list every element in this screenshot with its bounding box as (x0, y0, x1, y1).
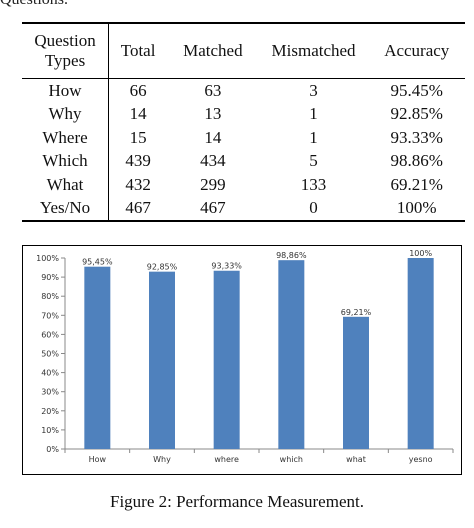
accuracy-bar-chart: 0% 10% 20% 30% 40% 50% 60% 70% 80% 90% 100% 95,45% H… (22, 245, 462, 475)
bar-data-label: 93,33% (211, 262, 242, 271)
cell-matched: 467 (200, 198, 226, 218)
cell-total: 439 (125, 151, 151, 171)
y-tick-label: 20% (41, 407, 59, 416)
cell-matched: 13 (204, 104, 222, 124)
table-row: Why 14 13 1 92.85% (22, 102, 465, 126)
cell-type: Yes/No (22, 196, 110, 221)
cell-type: Which (22, 149, 110, 173)
cell-accuracy: 100% (396, 198, 437, 218)
y-tick-label: 40% (41, 369, 59, 378)
cell-accuracy: 95.45% (390, 80, 443, 100)
cell-type: What (22, 173, 110, 197)
cell-type: How (22, 78, 110, 103)
bar-data-label: 92,85% (147, 263, 178, 272)
y-tick-label: 50% (41, 350, 59, 359)
table-row: What 432 299 133 69.21% (22, 173, 465, 197)
y-tick-label: 10% (41, 426, 59, 435)
y-tick-label: 30% (41, 388, 59, 397)
header-mismatched: Mismatched (271, 41, 356, 60)
y-tick-label: 60% (41, 330, 59, 339)
cell-type: Why (22, 102, 110, 126)
table-row: Which 439 434 5 98.86% (22, 149, 465, 173)
cell-total: 432 (125, 174, 151, 194)
cell-mismatched: 3 (309, 80, 318, 100)
cell-mismatched: 1 (309, 104, 318, 124)
y-tick-label: 80% (41, 292, 59, 301)
table-header-row: Question Types Total Matched Mismatched … (22, 23, 465, 79)
header-types-line: Types (44, 51, 86, 70)
y-tick-label: 70% (41, 311, 59, 320)
bar (343, 316, 369, 449)
y-tick-label: 0% (46, 445, 59, 454)
x-tick-label: what (346, 455, 366, 464)
cell-accuracy: 98.86% (390, 151, 443, 171)
cell-matched: 63 (204, 80, 222, 100)
y-tick-label: 90% (41, 273, 59, 282)
cell-accuracy: 93.33% (390, 127, 443, 147)
x-tick-label: How (89, 455, 107, 464)
bar-data-label: 69,21% (341, 308, 372, 317)
x-tick-label: where (214, 455, 239, 464)
header-accuracy: Accuracy (384, 41, 450, 60)
x-tick-label: which (280, 455, 303, 464)
header-total: Total (120, 41, 156, 60)
header-matched: Matched (183, 41, 243, 60)
cell-matched: 299 (200, 174, 226, 194)
bar-data-label: 95,45% (82, 258, 113, 267)
cell-mismatched: 1 (309, 127, 318, 147)
cell-matched: 434 (200, 151, 226, 171)
chart-svg: 0% 10% 20% 30% 40% 50% 60% 70% 80% 90% 100% 95,45% H… (36, 249, 454, 464)
y-tick-label: 100% (36, 254, 59, 263)
bar (278, 260, 305, 449)
header-question-line: Question (34, 31, 96, 50)
cell-accuracy: 92.85% (390, 104, 443, 124)
cell-total: 15 (129, 127, 147, 147)
cell-type: Where (22, 126, 110, 150)
bar (84, 266, 111, 449)
bar (407, 258, 434, 449)
cell-total: 14 (129, 104, 147, 124)
cell-total: 467 (125, 198, 151, 218)
cell-accuracy: 69.21% (390, 174, 443, 194)
bar-data-label: 98,86% (276, 251, 307, 260)
table-row: Where 15 14 1 93.33% (22, 126, 465, 150)
figure-caption: Figure 2: Performance Measurement. (110, 492, 364, 511)
question-types-table: Question Types Total Matched Mismatched … (22, 22, 465, 222)
table-row: Yes/No 467 467 0 100% (22, 196, 465, 221)
cell-mismatched: 5 (309, 151, 318, 171)
table-row: How 66 63 3 95.45% (22, 78, 465, 103)
cell-matched: 14 (204, 127, 222, 147)
header-question-types: Question Types (22, 23, 110, 79)
bar-data-label: 100% (409, 249, 432, 258)
x-tick-label: Why (153, 455, 171, 464)
x-tick-label: yesno (409, 455, 433, 464)
cell-mismatched: 0 (309, 198, 318, 218)
bar (213, 270, 240, 449)
cell-total: 66 (129, 80, 147, 100)
cell-mismatched: 133 (300, 174, 327, 194)
preceding-caption-fragment: Questions. (0, 0, 68, 9)
bar (149, 271, 175, 449)
